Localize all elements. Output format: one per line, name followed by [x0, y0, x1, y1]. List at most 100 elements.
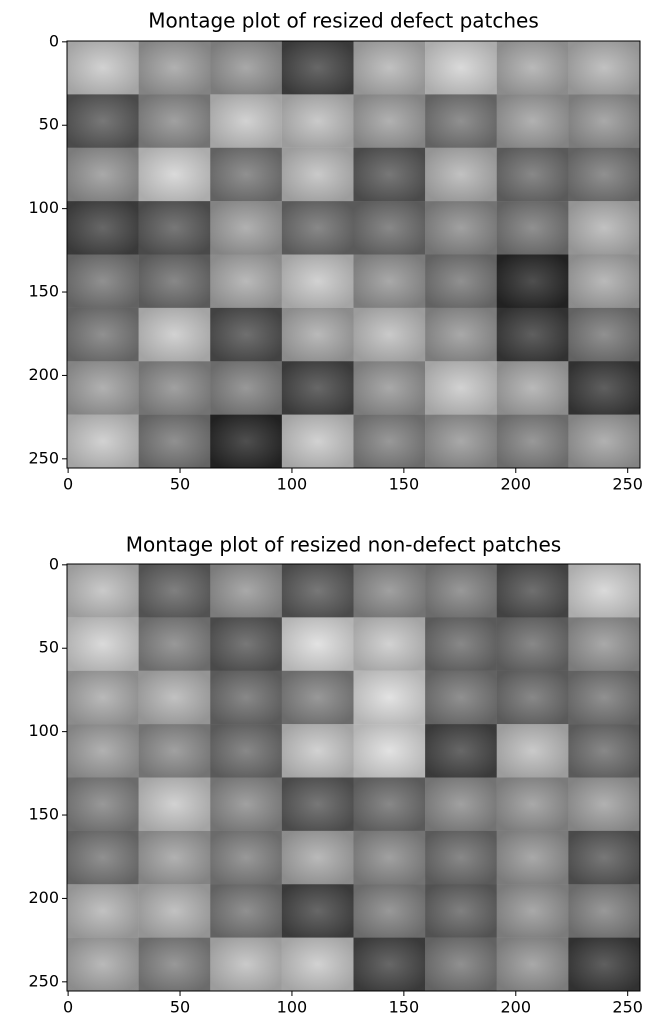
- patch-texture: [281, 414, 354, 468]
- patch-texture: [67, 254, 139, 308]
- patch-texture: [568, 830, 640, 885]
- patch-texture: [353, 777, 426, 831]
- patch-texture: [138, 94, 211, 148]
- patch-texture: [425, 724, 497, 778]
- patch-texture: [353, 201, 426, 255]
- patch-texture: [210, 777, 282, 831]
- patch-texture: [281, 307, 354, 362]
- patch-texture: [425, 937, 497, 991]
- patch-texture: [425, 670, 497, 725]
- patch-texture: [210, 830, 282, 885]
- patch-texture: [210, 564, 282, 618]
- patch-texture: [568, 147, 640, 202]
- x-tick-label: 100: [277, 475, 308, 494]
- x-tick-label: 50: [170, 998, 190, 1017]
- y-tick-label: 100: [28, 721, 59, 740]
- patch-texture: [138, 254, 211, 308]
- patch-texture: [138, 361, 211, 415]
- patch-texture: [425, 884, 497, 938]
- y-tick-label: 100: [28, 198, 59, 217]
- patch-texture: [496, 564, 569, 618]
- patch-texture: [496, 884, 569, 938]
- patch-texture: [138, 884, 211, 938]
- patch-texture: [353, 617, 426, 671]
- x-tick-label: 200: [501, 475, 532, 494]
- patch-texture: [138, 201, 211, 255]
- patch-texture: [138, 937, 211, 991]
- patch-texture: [210, 201, 282, 255]
- patch-texture: [568, 361, 640, 415]
- patch-texture: [425, 307, 497, 362]
- x-tick-label: 150: [389, 475, 420, 494]
- x-tick-label: 0: [63, 998, 73, 1017]
- patch-texture: [496, 830, 569, 885]
- patch-texture: [496, 201, 569, 255]
- patch-texture: [138, 414, 211, 468]
- patch-texture: [568, 937, 640, 991]
- patch-texture: [353, 884, 426, 938]
- y-tick-label: 250: [28, 448, 59, 467]
- patch-texture: [425, 201, 497, 255]
- patch-texture: [210, 937, 282, 991]
- patch-texture: [425, 414, 497, 468]
- patch-texture: [67, 564, 139, 618]
- patch-texture: [353, 564, 426, 618]
- patch-texture: [353, 147, 426, 202]
- patch-texture: [210, 617, 282, 671]
- patch-texture: [281, 884, 354, 938]
- patch-texture: [210, 361, 282, 415]
- x-tick-label: 0: [63, 475, 73, 494]
- y-tick-label: 0: [49, 554, 59, 573]
- axes-frame: [66, 40, 641, 469]
- patch-texture: [67, 41, 139, 95]
- patch-texture: [425, 147, 497, 202]
- patch-texture: [281, 147, 354, 202]
- x-tick-label: 250: [612, 475, 643, 494]
- patch-texture: [210, 884, 282, 938]
- patch-texture: [210, 41, 282, 95]
- patch-texture: [67, 307, 139, 362]
- x-tick-label: 100: [277, 998, 308, 1017]
- patch-texture: [281, 564, 354, 618]
- patch-texture: [281, 830, 354, 885]
- patch-texture: [568, 201, 640, 255]
- patch-texture: [496, 307, 569, 362]
- patch-texture: [67, 884, 139, 938]
- patch-texture: [496, 617, 569, 671]
- patch-texture: [281, 41, 354, 95]
- patch-texture: [496, 254, 569, 308]
- patch-texture: [496, 41, 569, 95]
- y-tick-label: 50: [39, 638, 59, 657]
- patch-texture: [67, 361, 139, 415]
- patch-texture: [425, 617, 497, 671]
- axes-frame: [66, 563, 641, 992]
- y-tick-label: 200: [28, 365, 59, 384]
- patch-texture: [138, 41, 211, 95]
- patch-texture: [138, 307, 211, 362]
- patch-texture: [568, 884, 640, 938]
- patch-texture: [568, 777, 640, 831]
- patch-texture: [353, 254, 426, 308]
- patch-texture: [425, 94, 497, 148]
- patch-texture: [425, 564, 497, 618]
- patch-texture: [210, 94, 282, 148]
- patch-texture: [281, 937, 354, 991]
- patch-texture: [138, 564, 211, 618]
- patch-texture: [568, 41, 640, 95]
- patch-texture: [281, 617, 354, 671]
- patch-texture: [210, 254, 282, 308]
- patch-texture: [568, 617, 640, 671]
- patch-texture: [67, 94, 139, 148]
- patch-texture: [138, 777, 211, 831]
- x-tick-label: 200: [501, 998, 532, 1017]
- patch-texture: [496, 724, 569, 778]
- patch-texture: [568, 414, 640, 468]
- patch-texture: [496, 94, 569, 148]
- patch-texture: [425, 254, 497, 308]
- chart-title: Montage plot of resized defect patches: [148, 9, 539, 33]
- patch-texture: [281, 724, 354, 778]
- y-tick-label: 250: [28, 971, 59, 990]
- patch-texture: [281, 201, 354, 255]
- patch-texture: [210, 724, 282, 778]
